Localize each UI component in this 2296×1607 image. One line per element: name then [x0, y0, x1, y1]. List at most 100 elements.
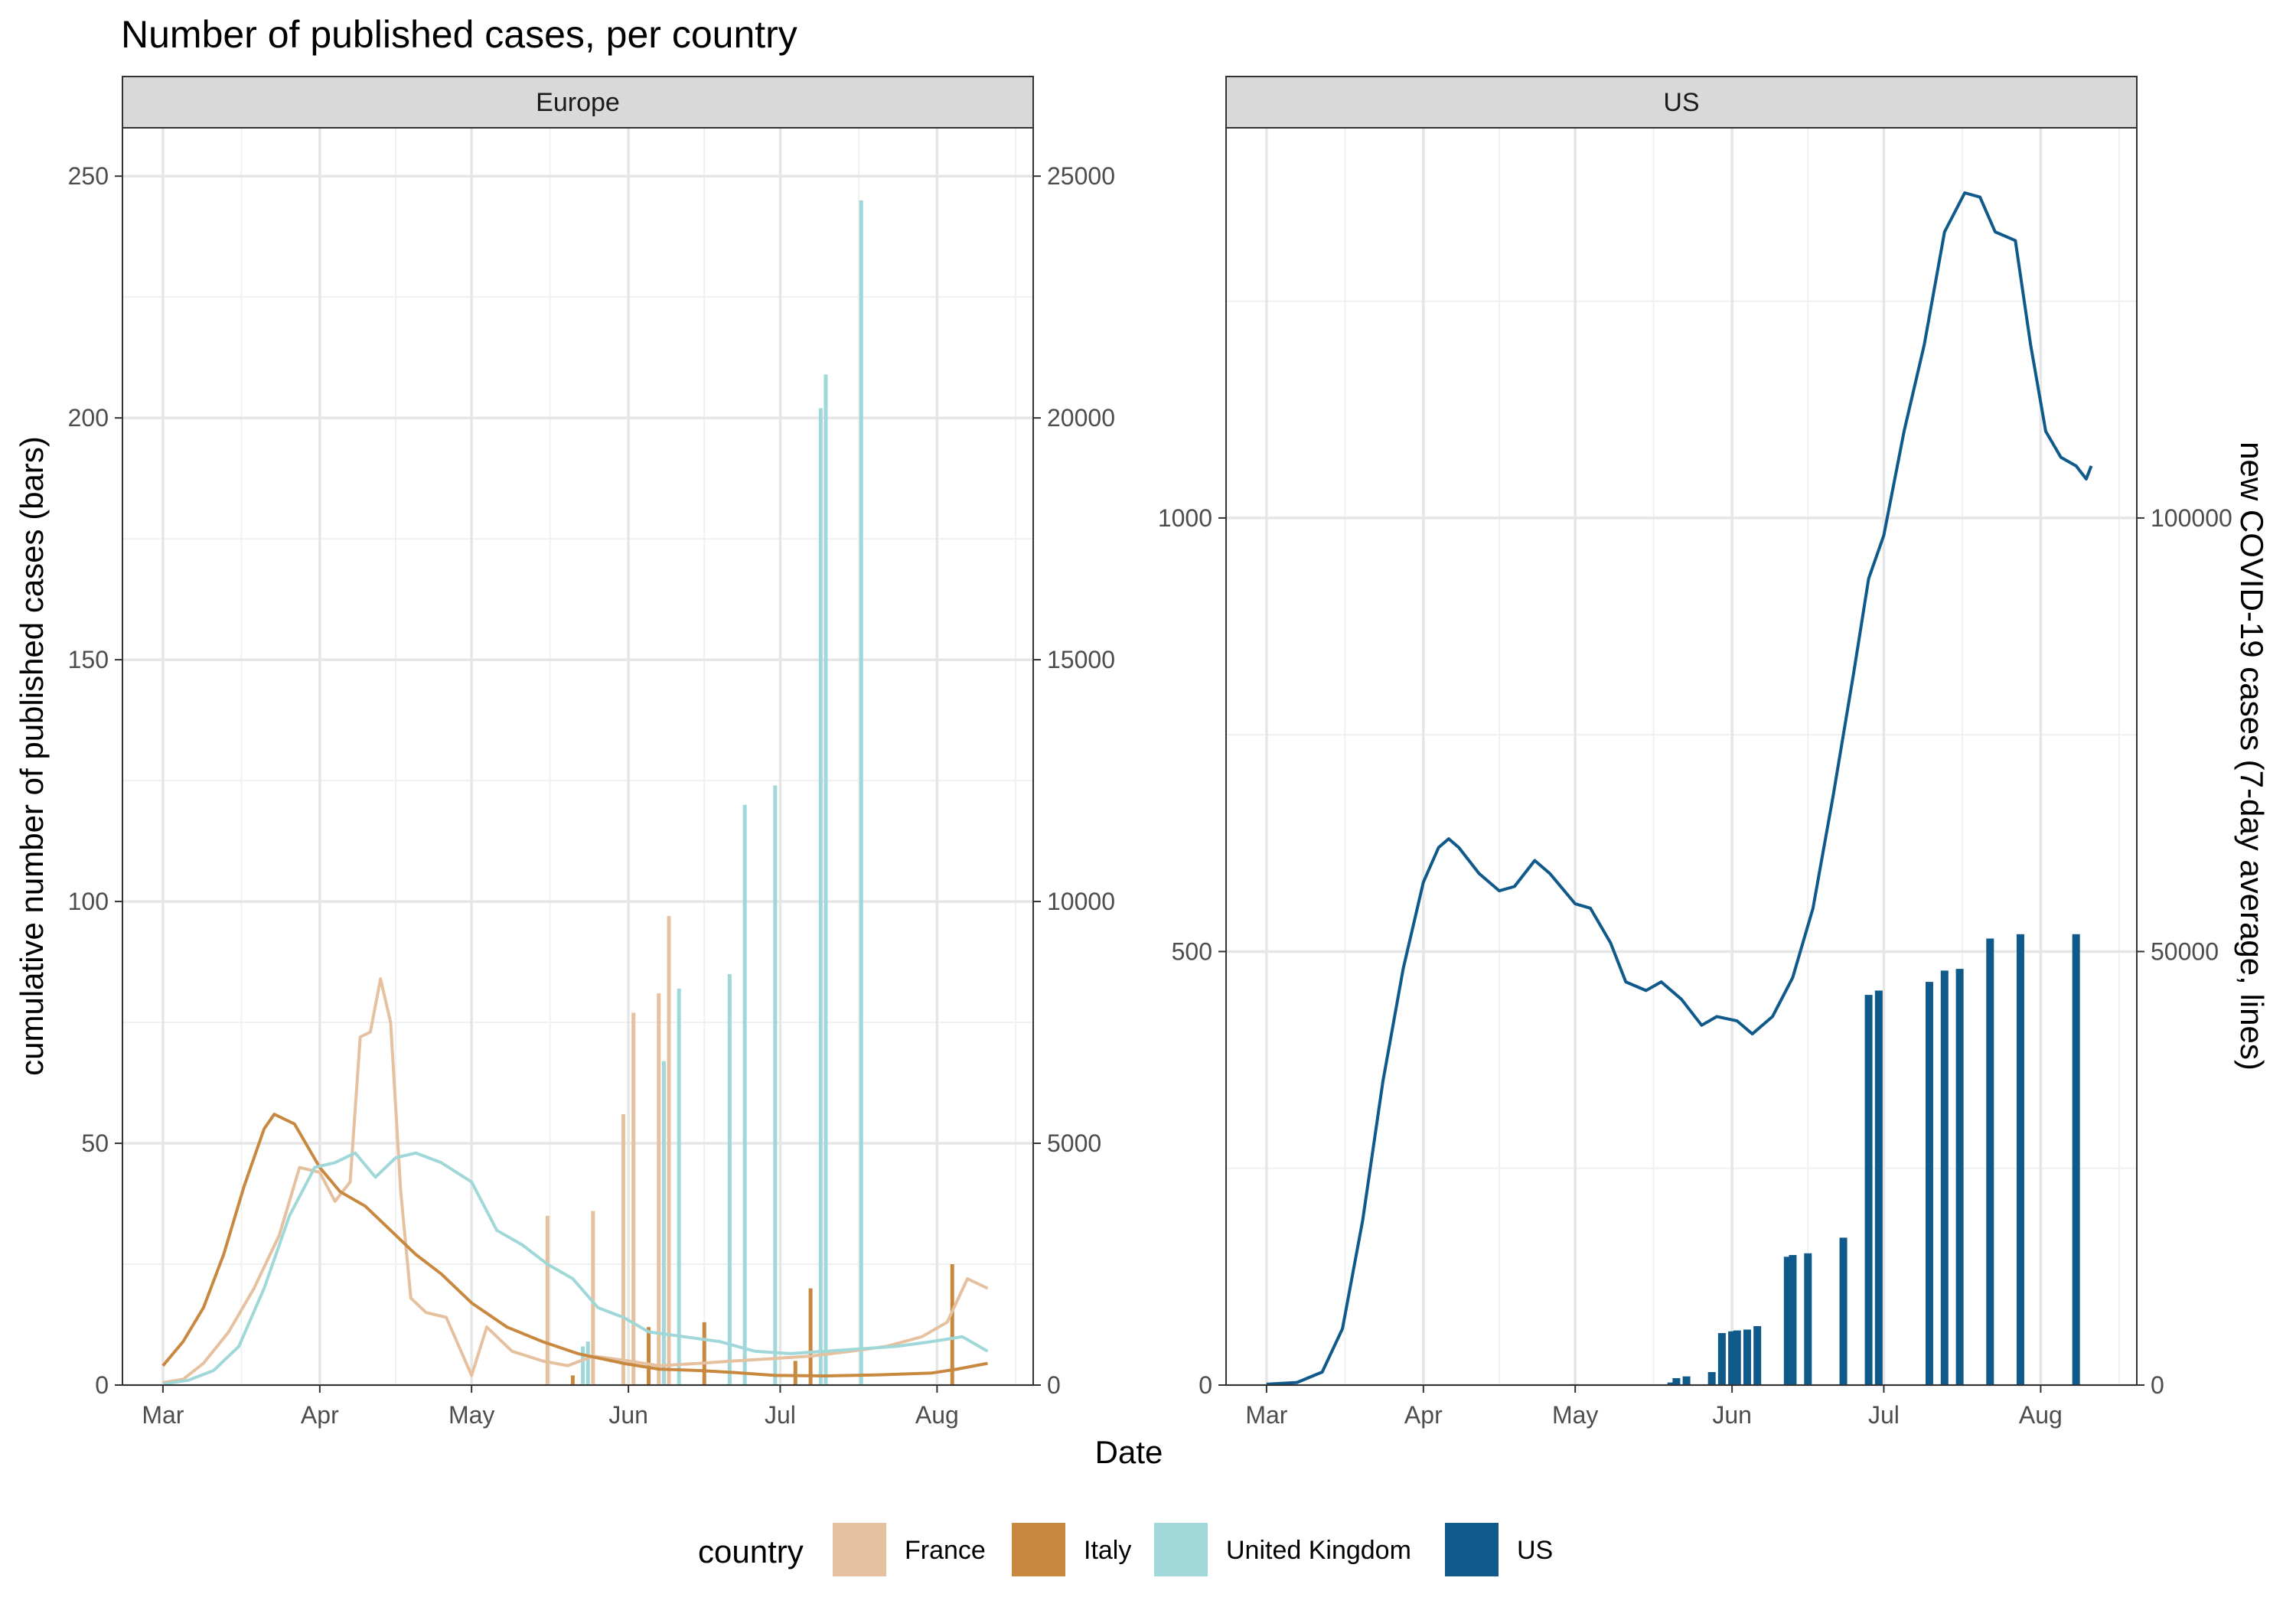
- europe-y-left-tick-label: 200: [68, 404, 109, 432]
- bar-us: [1804, 1253, 1812, 1385]
- bar-france: [667, 916, 671, 1385]
- us-x-tick-label: Apr: [1404, 1401, 1443, 1429]
- legend-label-united-kingdom: United Kingdom: [1226, 1536, 1411, 1565]
- us-y-axis-left: 0 500 1000: [1158, 504, 1226, 1399]
- line-france: [162, 977, 989, 1384]
- europe-bars: [545, 200, 954, 1385]
- us-y-right-tick-label: 0: [2151, 1371, 2164, 1399]
- bar-us: [1717, 1333, 1726, 1385]
- europe-plot-border: [122, 127, 1034, 1386]
- bar-us: [1789, 1255, 1797, 1385]
- bar-france: [545, 1215, 550, 1385]
- europe-x-tick-label: Jun: [608, 1401, 648, 1429]
- legend-swatch-france: [833, 1523, 886, 1576]
- line-us: [1266, 191, 2093, 1386]
- line-italy: [161, 1113, 988, 1377]
- us-x-tick-label: May: [1552, 1401, 1598, 1429]
- us-plot-background: [1226, 128, 2137, 1385]
- europe-x-tick-label: Aug: [915, 1401, 959, 1429]
- bar-united-kingdom: [818, 408, 823, 1385]
- europe-plot-background: [122, 128, 1033, 1385]
- bar-united-kingdom: [677, 988, 681, 1385]
- us-strip-label: US: [1663, 88, 1699, 117]
- us-x-tick-label: Jun: [1712, 1401, 1752, 1429]
- legend: country France Italy United Kingdom US: [698, 1523, 1553, 1576]
- legend-label-france: France: [905, 1536, 986, 1565]
- chart-title: Number of published cases, per country: [121, 13, 797, 56]
- legend-label-italy: Italy: [1084, 1536, 1131, 1565]
- europe-strip-label: Europe: [536, 88, 620, 117]
- europe-x-tick-label: Apr: [301, 1401, 339, 1429]
- bar-italy: [793, 1361, 797, 1385]
- y-axis-left-title: cumulative number of published cases (ba…: [14, 436, 50, 1076]
- bar-us: [1839, 1237, 1848, 1385]
- bar-italy: [808, 1288, 813, 1385]
- bar-us: [1682, 1376, 1691, 1385]
- legend-swatch-italy: [1012, 1523, 1065, 1576]
- panel-europe: Europe 0 50 100 150 200 250 0 5000 10000 15000 20…: [68, 76, 1115, 1429]
- bar-us: [1728, 1331, 1737, 1385]
- panel-us: US 0 500 1000 0 50000 100000 Mar Apr May Jun Jul…: [1158, 76, 2232, 1429]
- us-y-left-tick-label: 0: [1199, 1371, 1212, 1399]
- us-y-axis-right: 0 50000 100000: [2137, 504, 2232, 1399]
- europe-x-tick-label: May: [448, 1401, 494, 1429]
- legend-swatch-us: [1445, 1523, 1499, 1576]
- europe-y-axis-left: 0 50 100 150 200 250: [68, 162, 122, 1399]
- bar-us: [1925, 982, 1933, 1385]
- europe-x-tick-label: Mar: [142, 1401, 184, 1429]
- bar-united-kingdom: [661, 1061, 666, 1385]
- bar-france: [657, 993, 661, 1385]
- europe-x-tick-label: Jul: [765, 1401, 796, 1429]
- bar-france: [621, 1114, 625, 1385]
- us-bars: [1571, 934, 2080, 1386]
- bar-united-kingdom: [859, 200, 863, 1385]
- europe-x-axis: Mar Apr May Jun Jul Aug: [142, 1385, 959, 1429]
- bar-us: [1864, 995, 1873, 1385]
- bar-us: [1955, 969, 1964, 1385]
- legend-title: country: [698, 1534, 804, 1570]
- europe-y-left-tick-label: 100: [68, 888, 109, 915]
- us-x-tick-label: Jul: [1868, 1401, 1900, 1429]
- x-axis-title: Date: [1095, 1434, 1163, 1470]
- us-plot-border: [1225, 127, 2138, 1386]
- bar-us: [1753, 1325, 1762, 1385]
- europe-y-axis-right: 0 5000 10000 15000 20000 25000: [1033, 162, 1115, 1399]
- bar-italy: [702, 1322, 706, 1385]
- europe-y-left-tick-label: 150: [68, 646, 109, 673]
- europe-strip-background: [122, 76, 1034, 129]
- bar-us: [1707, 1372, 1716, 1385]
- europe-y-right-tick-label: 0: [1047, 1371, 1061, 1399]
- bar-united-kingdom: [773, 785, 778, 1385]
- us-y-right-tick-label: 100000: [2151, 504, 2232, 532]
- europe-y-right-tick-label: 5000: [1047, 1129, 1101, 1157]
- europe-y-right-tick-label: 25000: [1047, 162, 1115, 190]
- bar-united-kingdom: [727, 973, 732, 1385]
- bar-us: [1733, 1330, 1741, 1385]
- bar-us: [1672, 1377, 1681, 1385]
- europe-y-right-tick-label: 20000: [1047, 404, 1115, 432]
- us-x-axis: Mar Apr May Jun Jul Aug: [1245, 1385, 2063, 1429]
- us-y-left-tick-label: 1000: [1158, 504, 1212, 532]
- bar-us: [1783, 1257, 1792, 1385]
- bar-france: [591, 1211, 595, 1385]
- bar-us: [2016, 934, 2024, 1385]
- y-axis-right-title: new COVID-19 cases (7-day average, lines…: [2234, 442, 2270, 1071]
- bar-us: [1667, 1382, 1675, 1385]
- us-x-tick-label: Aug: [2019, 1401, 2063, 1429]
- legend-swatch-united-kingdom: [1154, 1523, 1208, 1576]
- bar-us: [1940, 970, 1949, 1385]
- europe-y-right-tick-label: 10000: [1047, 888, 1115, 915]
- bar-united-kingdom: [742, 804, 747, 1385]
- bar-france: [631, 1012, 636, 1385]
- bar-us: [1874, 990, 1883, 1385]
- us-lines: [1266, 191, 2093, 1386]
- bar-italy: [950, 1264, 954, 1385]
- legend-label-us: US: [1517, 1536, 1553, 1565]
- bar-us: [2072, 934, 2080, 1385]
- europe-y-right-tick-label: 15000: [1047, 646, 1115, 673]
- bar-italy: [647, 1327, 651, 1385]
- bar-us: [1743, 1329, 1751, 1385]
- europe-lines: [161, 977, 989, 1386]
- europe-y-left-tick-label: 50: [81, 1129, 109, 1157]
